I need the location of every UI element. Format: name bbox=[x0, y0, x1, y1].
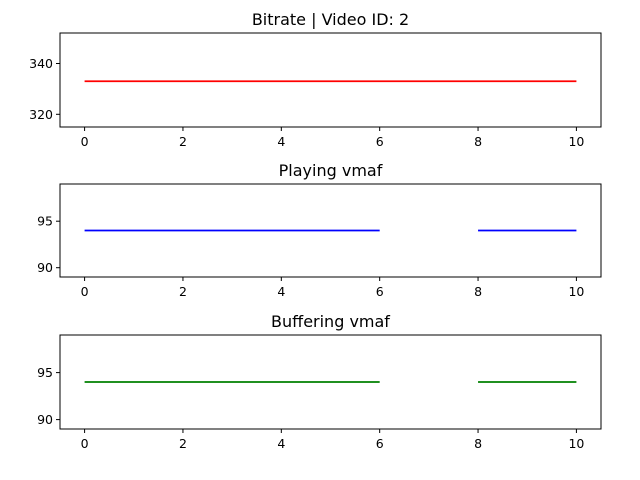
chart-1-x-tick-label-6: 6 bbox=[376, 134, 384, 149]
chart-3-x-tick-label-2: 2 bbox=[179, 436, 187, 451]
chart-3-x-tick-label-10: 10 bbox=[568, 436, 584, 451]
chart-1-y-tick-label-340: 340 bbox=[29, 56, 53, 71]
chart-2-y-tick-label-95: 95 bbox=[37, 214, 53, 229]
chart-2-axes-frame bbox=[59, 183, 602, 278]
chart-3-y-tick-label-95: 95 bbox=[37, 365, 53, 380]
chart-2-x-tick-label-2: 2 bbox=[179, 284, 187, 299]
chart-2-title: Playing vmaf bbox=[279, 161, 383, 180]
chart-2-x-tick-label-0: 0 bbox=[81, 284, 89, 299]
chart-3-x-tick-label-8: 8 bbox=[474, 436, 482, 451]
chart-2-x-tick-label-10: 10 bbox=[568, 284, 584, 299]
chart-3-x-tick-label-0: 0 bbox=[81, 436, 89, 451]
chart-1-axes-frame bbox=[59, 32, 602, 128]
chart-1-x-tick-label-2: 2 bbox=[179, 134, 187, 149]
chart-2-y-tick-label-90: 90 bbox=[37, 260, 53, 275]
chart-1-y-tick-label-320: 320 bbox=[29, 107, 53, 122]
chart-2-x-tick-label-8: 8 bbox=[474, 284, 482, 299]
chart-2-x-tick-label-4: 4 bbox=[277, 284, 285, 299]
chart-1-title: Bitrate | Video ID: 2 bbox=[252, 10, 409, 29]
chart-1-x-tick-label-8: 8 bbox=[474, 134, 482, 149]
chart-3-y-tick-label-90: 90 bbox=[37, 412, 53, 427]
chart-1-x-tick-label-10: 10 bbox=[568, 134, 584, 149]
chart-3-x-tick-label-6: 6 bbox=[376, 436, 384, 451]
chart-3-axes-frame bbox=[59, 334, 602, 430]
chart-3-title: Buffering vmaf bbox=[271, 312, 390, 331]
chart-2-x-tick-label-6: 6 bbox=[376, 284, 384, 299]
chart-3-x-tick-label-4: 4 bbox=[277, 436, 285, 451]
chart-1-x-tick-label-0: 0 bbox=[81, 134, 89, 149]
chart-1-x-tick-label-4: 4 bbox=[277, 134, 285, 149]
